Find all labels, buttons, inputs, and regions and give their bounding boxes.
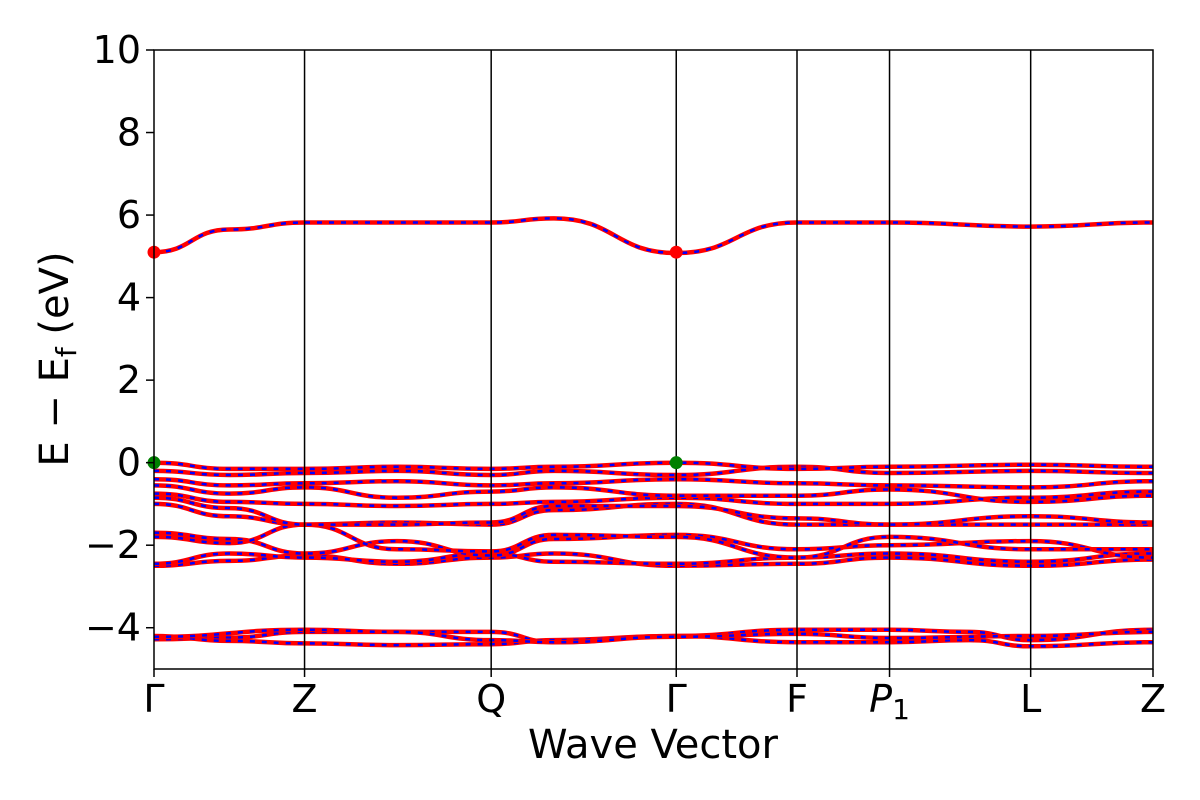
y-tick-label: 2: [117, 358, 141, 402]
x-tick-label: P1: [869, 677, 910, 726]
band-line-dashed: [153, 628, 1154, 644]
band-line: [153, 495, 1154, 527]
x-tick-label: Γ: [666, 677, 687, 721]
y-axis-label-subscript: f: [50, 346, 83, 357]
x-tick-label: Q: [476, 677, 506, 721]
bands-layer: [153, 216, 1154, 649]
x-tick-label: L: [1020, 677, 1041, 721]
high-symmetry-lines: [303, 50, 1032, 669]
plot-frame: [153, 49, 1154, 670]
band-line: [153, 489, 1154, 509]
y-tick-label: −2: [85, 523, 141, 567]
band-line-dashed: [153, 552, 1154, 566]
y-tick-label: 10: [93, 28, 141, 72]
x-tick-label: Z: [292, 677, 318, 721]
x-axis-label: Wave Vector: [528, 722, 779, 768]
y-axis-label: E − Ef (eV): [32, 251, 83, 466]
y-axis-label-unit: (eV): [32, 251, 78, 347]
y-tick-label: 8: [117, 111, 141, 155]
y-tick-label: 4: [117, 276, 141, 320]
y-tick-label: 6: [117, 193, 141, 237]
band-line-dashed: [153, 484, 1154, 504]
band-line-dashed: [153, 217, 1154, 255]
band-line-dashed: [153, 552, 1154, 568]
y-axis-label-main: E − E: [32, 357, 78, 467]
x-axis: Γ Z Q Γ F P1 L Z: [143, 669, 1166, 726]
x-tick-label: F: [786, 677, 808, 721]
x-tick-label: Γ: [143, 677, 164, 721]
y-axis: −4 −2 0 2 4 6 8 10: [85, 28, 154, 650]
y-tick-label: −4: [85, 606, 141, 650]
band-line-dashed: [153, 531, 1154, 559]
band-line-dashed: [153, 461, 1154, 471]
band-edge-marker: [669, 245, 683, 259]
x-tick-label: Z: [1140, 677, 1166, 721]
band-edge-marker: [669, 456, 683, 470]
band-line-dashed: [153, 634, 1154, 648]
y-tick-label: 0: [117, 441, 141, 485]
band-edge-markers: [147, 245, 683, 470]
band-line-dashed: [153, 465, 1154, 477]
band-line-dashed: [153, 477, 1154, 489]
